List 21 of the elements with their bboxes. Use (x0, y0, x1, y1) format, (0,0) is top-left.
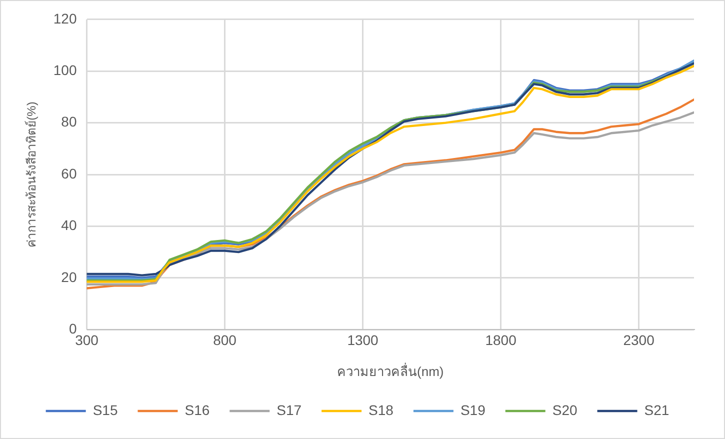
legend-label: S20 (552, 402, 578, 418)
x-tick-label: 1800 (485, 332, 517, 348)
y-tick-label: 0 (68, 320, 77, 336)
x-tick-label: 2300 (623, 332, 655, 348)
y-tick-label: 120 (53, 10, 77, 26)
legend-label: S18 (368, 402, 394, 418)
x-tick-label: 1300 (347, 332, 379, 348)
legend-label: S19 (460, 402, 486, 418)
legend-label: S16 (184, 402, 210, 418)
legend-label: S21 (644, 402, 670, 418)
x-tick-label: 800 (213, 332, 237, 348)
x-tick-label: 300 (75, 332, 99, 348)
y-tick-label: 40 (61, 217, 77, 234)
y-tick-label: 100 (53, 62, 77, 78)
y-tick-label: 60 (61, 165, 77, 182)
y-axis-title: ค่าการสะท้อนรังสีอาทิตย์(%) (24, 102, 39, 248)
y-tick-label: 20 (61, 268, 77, 285)
x-axis-title: ความยาวคลื่น(nm) (337, 362, 444, 379)
legend-label: S15 (92, 402, 118, 418)
y-tick-label: 80 (61, 114, 77, 130)
legend-label: S17 (276, 402, 302, 418)
